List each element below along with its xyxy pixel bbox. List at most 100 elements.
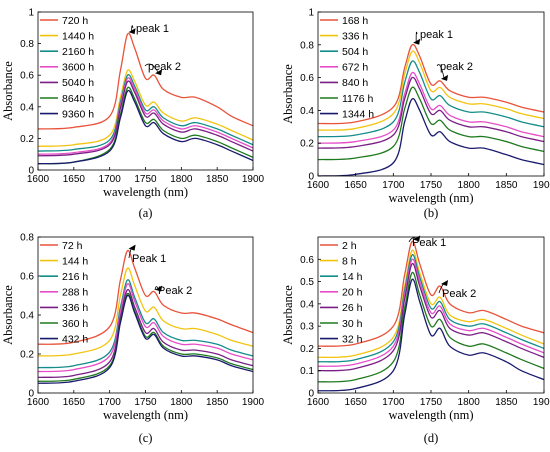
y-tick-label: 0.8	[300, 40, 314, 51]
x-tick-label: 1700	[99, 174, 122, 185]
legend-label: 72 h	[62, 240, 83, 252]
x-tick-label: 1800	[170, 397, 193, 408]
annotation-label: Peak 2	[158, 285, 192, 297]
series-line-8640h	[38, 86, 253, 165]
series-line-840h	[318, 76, 544, 149]
annotation-arrow	[144, 63, 159, 73]
y-tick-label: 1	[28, 8, 34, 19]
annotation-arrow	[131, 25, 134, 32]
y-tick-label: 0	[308, 389, 314, 400]
annotation-arrowhead	[155, 285, 163, 292]
y-tick-label: 0.2	[20, 350, 34, 361]
series-line-432h	[38, 294, 253, 384]
legend-label: 1344 h	[342, 108, 374, 120]
series-line-26h	[318, 263, 544, 372]
x-tick-label: 1900	[242, 174, 265, 185]
y-tick-label: 0.6	[300, 255, 314, 266]
annotation-label: Peak 1	[412, 237, 446, 249]
legend: 168 h 336 h 504 h 672 h 840 h 1176 h 1344 h	[320, 15, 374, 120]
legend-label: 8 h	[342, 255, 357, 267]
legend-label: 672 h	[342, 62, 368, 74]
legend: 720 h 1440 h 2160 h 3600 h 5040 h 8640 h 9360 …	[40, 15, 94, 120]
series-line-72h	[38, 249, 253, 345]
legend-label: 168 h	[342, 15, 368, 27]
x-axis-title: wavelength (nm)	[388, 408, 473, 422]
y-tick-label: 0.1	[300, 366, 314, 377]
annotation-arrow	[154, 286, 159, 291]
x-tick-label: 1650	[345, 180, 368, 191]
annotation-label: peak 2	[148, 61, 181, 73]
y-tick-label: 0.6	[20, 71, 34, 82]
annotation-arrow	[436, 64, 445, 78]
panel-label: (d)	[424, 431, 439, 445]
legend-label: 840 h	[342, 77, 368, 89]
panel-a: 1600 1650 1700 1750 1800 1850 1900 0 0.2 0.4 0.6 0.…	[1, 8, 265, 221]
series-lines	[38, 249, 253, 384]
series-line-144h	[38, 267, 253, 357]
legend-label: 1176 h	[342, 93, 373, 105]
y-axis-title: Absorbance	[281, 64, 295, 124]
y-tick-label: 0.4	[20, 102, 34, 113]
x-axis-title: wavelength (nm)	[388, 191, 473, 205]
series-line-5040h	[38, 80, 253, 157]
x-tick-label: 1600	[27, 174, 50, 185]
annotation-label: Peak 2	[442, 288, 476, 300]
series-line-14h	[318, 254, 544, 363]
series-line-336h	[38, 288, 253, 379]
x-tick-label: 1900	[242, 397, 265, 408]
legend-label: 26 h	[342, 302, 363, 314]
x-axis-title: wavelength (nm)	[103, 185, 188, 199]
y-tick-label: 0.4	[300, 299, 314, 310]
x-tick-label: 1600	[27, 397, 50, 408]
panel-c: 1600 1650 1700 1750 1800 1850 1900 0 0.2 0.4 0.6 0.…	[1, 233, 265, 446]
annotation-label: Peak 1	[132, 253, 166, 265]
legend-label: 9360 h	[62, 108, 94, 120]
x-tick-label: 1850	[495, 397, 518, 408]
annotation-label: peak 1	[136, 23, 169, 35]
legend-label: 20 h	[342, 287, 363, 299]
y-tick-label: 0.6	[300, 73, 314, 84]
legend-label: 30 h	[342, 318, 363, 330]
annotation-label: peak 1	[420, 29, 453, 41]
x-tick-label: 1600	[307, 397, 330, 408]
panel-label: (b)	[424, 206, 439, 220]
x-tick-label: 1700	[99, 397, 122, 408]
series-lines	[318, 240, 544, 392]
annotation-arrowhead	[413, 235, 421, 242]
x-tick-label: 1600	[307, 180, 330, 191]
legend-label: 288 h	[62, 287, 88, 299]
series-line-168h	[318, 43, 544, 125]
series-line-672h	[318, 71, 544, 144]
series-line-3600h	[38, 77, 253, 155]
x-tick-label: 1750	[420, 397, 443, 408]
x-tick-label: 1650	[63, 174, 86, 185]
legend-label: 14 h	[342, 271, 363, 283]
y-axis-title: Absorbance	[281, 285, 295, 345]
y-tick-label: 0.8	[20, 39, 34, 50]
legend-label: 432 h	[62, 333, 88, 345]
legend-label: 32 h	[342, 333, 363, 345]
legend-label: 2160 h	[62, 46, 94, 58]
x-axis-title: wavelength (nm)	[103, 408, 188, 422]
series-line-32h	[318, 278, 544, 392]
series-line-2h	[318, 240, 544, 347]
panel-label: (c)	[139, 431, 153, 445]
y-tick-label: 0	[28, 166, 34, 177]
legend-label: 144 h	[62, 255, 88, 267]
legend-label: 3600 h	[62, 62, 94, 74]
y-tick-label: 0.6	[20, 272, 34, 283]
legend-label: 720 h	[62, 15, 88, 27]
annotation-arrowhead	[441, 280, 449, 287]
legend-label: 504 h	[342, 46, 368, 58]
legend: 72 h 144 h 216 h 288 h 336 h 360 h 432 h	[40, 240, 88, 345]
y-tick-label: 0	[28, 389, 34, 400]
series-line-216h	[38, 279, 253, 369]
series-line-288h	[38, 283, 253, 373]
x-tick-label: 1650	[345, 397, 368, 408]
x-tick-label: 1750	[134, 174, 157, 185]
legend-label: 336 h	[62, 302, 88, 314]
x-tick-label: 1700	[382, 397, 405, 408]
y-tick-label: 0.2	[300, 344, 314, 355]
y-tick-label: 0.8	[20, 233, 34, 244]
